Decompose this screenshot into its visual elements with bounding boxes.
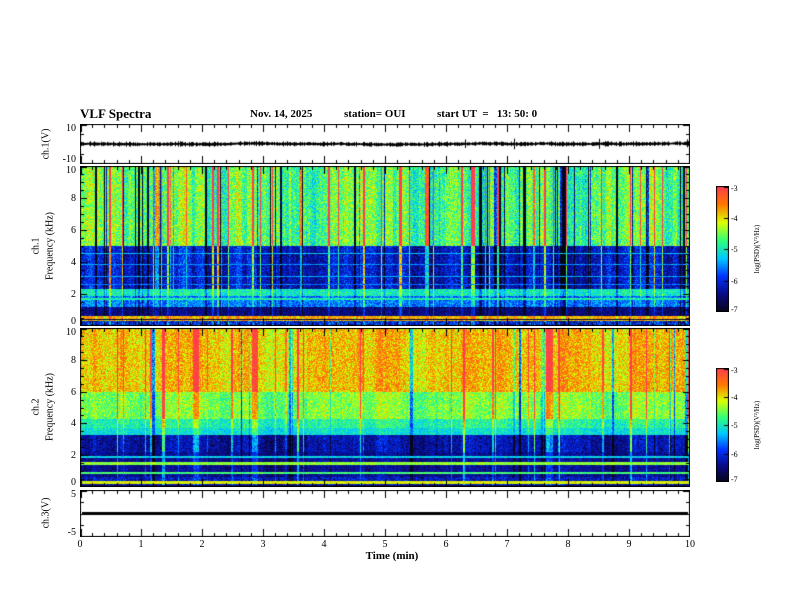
x-tick-label: 5 xyxy=(382,539,388,550)
colorbar-tick-label: -5 xyxy=(731,421,738,430)
y-tick-label: 10 xyxy=(66,327,76,338)
y-tick-label: 4 xyxy=(71,257,76,268)
y-tick-label: 6 xyxy=(71,225,76,236)
header-date: Nov. 14, 2025 xyxy=(250,108,313,120)
y-tick-label: 10 xyxy=(66,123,76,134)
header-start-ut: start UT = 13: 50: 0 xyxy=(437,108,538,120)
ch3-voltage-panel xyxy=(80,490,690,537)
y-tick-label: 4 xyxy=(71,418,76,430)
x-tick-label: 1 xyxy=(138,539,144,550)
ch2-spectrogram-panel xyxy=(80,328,690,487)
colorbar-ch2-label: log(PSD)(V²/Hz) xyxy=(753,400,761,450)
colorbar-ch1-label: log(PSD)(V²/Hz) xyxy=(753,224,761,274)
y-tick-label: -5 xyxy=(67,527,76,538)
x-tick-label: 3 xyxy=(260,539,266,550)
y-tick-label: 8 xyxy=(71,354,76,366)
x-tick-label: 8 xyxy=(565,539,571,550)
x-axis-label: Time (min) xyxy=(365,550,419,562)
x-tick-label: 6 xyxy=(443,539,449,550)
colorbar-tick-label: -3 xyxy=(731,184,738,193)
y-tick-label: 2 xyxy=(71,450,76,462)
y-tick-label: 0 xyxy=(71,477,76,488)
ch3-voltage-ylabel: ch.3(V) xyxy=(40,497,52,529)
ch1-spectrogram-axis-label: Frequency (kHz) xyxy=(44,211,56,281)
y-tick-label: 2 xyxy=(71,289,76,300)
y-tick-label: 0 xyxy=(71,316,76,327)
y-tick-label: -10 xyxy=(62,154,76,165)
y-tick-label: 6 xyxy=(71,386,76,398)
colorbar-ch1 xyxy=(716,186,729,312)
ch2-spectrogram-channel-label: ch.2 xyxy=(30,398,42,416)
x-tick-label: 7 xyxy=(504,539,510,550)
x-tick-label: 2 xyxy=(199,539,205,550)
colorbar-tick-label: -4 xyxy=(731,392,738,402)
figure-title: VLF Spectra xyxy=(80,106,152,121)
y-tick-label: 5 xyxy=(71,489,76,500)
colorbar-tick-label: -6 xyxy=(731,449,738,459)
ch1-voltage-panel xyxy=(80,124,690,164)
x-tick-label: 9 xyxy=(626,539,632,550)
colorbar-tick-label: -7 xyxy=(731,475,738,484)
x-tick-label: 4 xyxy=(321,539,327,550)
colorbar-tick-label: -4 xyxy=(731,213,738,223)
y-tick-label: 10 xyxy=(66,165,76,176)
header-station: station= OUI xyxy=(344,108,406,120)
ch1-spectrogram-panel xyxy=(80,166,690,326)
x-tick-label: 10 xyxy=(685,539,695,550)
colorbar-tick-label: -3 xyxy=(731,366,738,375)
colorbar-tick-label: -5 xyxy=(731,245,738,254)
colorbar-ch2 xyxy=(716,368,729,482)
ch1-spectrogram-channel-label: ch.1 xyxy=(30,237,42,255)
y-tick-label: 8 xyxy=(71,193,76,204)
x-tick-label: 0 xyxy=(77,539,83,550)
colorbar-tick-label: -7 xyxy=(731,305,738,314)
ch2-spectrogram-axis-label: Frequency (kHz) xyxy=(44,372,56,442)
colorbar-tick-label: -6 xyxy=(731,276,738,286)
